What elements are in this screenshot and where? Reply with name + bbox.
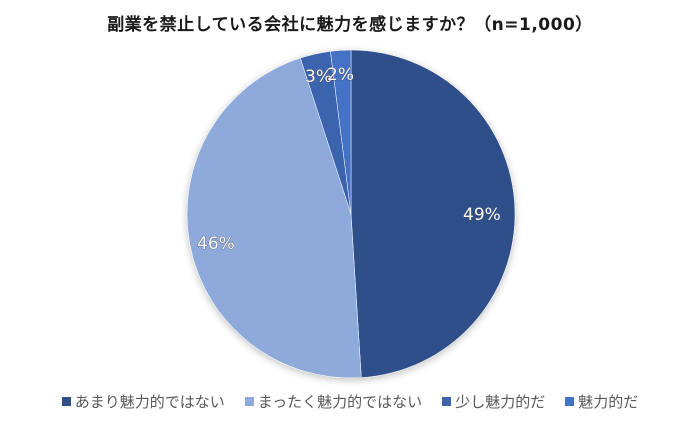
legend-swatch (244, 397, 254, 406)
legend-label: 魅力的だ (578, 393, 639, 411)
legend-item-not-attractive-at-all: まったく魅力的ではない (244, 391, 423, 412)
data-label-3: 3% (305, 67, 332, 87)
pie-slice (350, 49, 516, 378)
data-label-49: 49% (463, 205, 501, 225)
pie-slice (186, 57, 362, 379)
legend-swatch (565, 397, 575, 406)
legend-label: 少し魅力的だ (455, 393, 546, 411)
legend-item-attractive: 魅力的だ (565, 391, 638, 412)
data-label-2: 2% (327, 65, 354, 85)
legend-label: まったく魅力的ではない (257, 393, 423, 411)
legend: あまり魅力的ではない まったく魅力的ではない 少し魅力的だ 魅力的だ (0, 391, 700, 412)
data-label-46: 46% (197, 234, 235, 254)
legend-label: あまり魅力的ではない (74, 393, 225, 411)
legend-swatch (61, 397, 71, 406)
legend-item-somewhat-attractive: 少し魅力的だ (442, 391, 545, 412)
legend-item-not-very-attractive: あまり魅力的ではない (61, 391, 225, 412)
pie-slice (330, 49, 352, 215)
legend-swatch (442, 397, 452, 406)
pie-slices (186, 49, 516, 379)
chart-title: 副業を禁止している会社に魅力を感じますか？（n=1,000） (107, 15, 593, 35)
